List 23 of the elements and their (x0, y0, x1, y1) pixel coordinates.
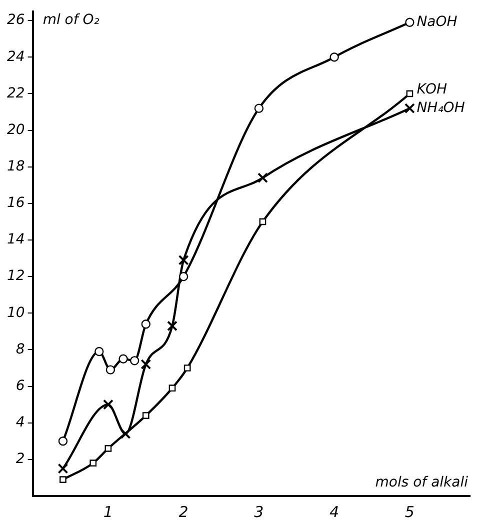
y-tick-label: 24 (6, 48, 25, 65)
x-tick-label: 5 (404, 502, 414, 521)
y-tick-label: 10 (6, 304, 25, 321)
series-label: NH₄OH (416, 100, 466, 116)
series-label: NaOH (416, 14, 458, 30)
series-label: KOH (416, 81, 448, 98)
y-tick-label: 8 (16, 341, 25, 358)
x-tick-label: 4 (330, 502, 340, 521)
y-tick-label: 14 (6, 232, 25, 248)
y-axis-title: ml of O₂ (42, 12, 100, 28)
y-tick-label: 18 (6, 158, 25, 174)
x-tick-label: 2 (178, 502, 188, 521)
y-tick-label: 2 (16, 451, 25, 468)
y-tick-label: 16 (6, 195, 25, 212)
y-tick-label: 6 (16, 378, 25, 394)
x-tick-label: 1 (103, 502, 113, 521)
y-tick-label: 26 (6, 12, 25, 28)
x-tick-label: 3 (254, 502, 264, 521)
x-axis-title: mols of alkali (375, 474, 468, 491)
y-tick-label: 4 (16, 414, 25, 430)
y-tick-label: 12 (6, 268, 25, 284)
y-tick-label: 20 (6, 122, 25, 138)
y-tick-label: 22 (6, 85, 25, 102)
